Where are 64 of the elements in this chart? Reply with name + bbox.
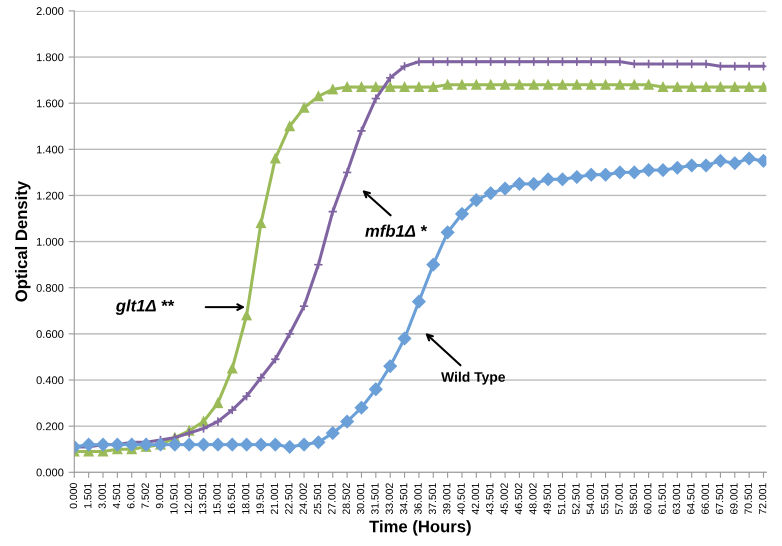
x-tick-label: 70.501 — [744, 483, 752, 514]
annotation: Wild Type — [441, 372, 506, 385]
x-tick-label: 21.001 — [270, 483, 278, 514]
x-axis-title: Time (Hours) — [369, 520, 471, 536]
x-tick-label: 25.501 — [314, 483, 322, 514]
x-tick-label: 22.501 — [285, 483, 292, 514]
x-tick-label: 67.501 — [716, 483, 724, 514]
x-tick-label: 13.501 — [198, 483, 206, 514]
y-tick-label: 0.200 — [36, 422, 64, 430]
x-tick-label: 19.501 — [256, 483, 264, 514]
x-tick-label: 46.502 — [514, 483, 522, 514]
x-tick-label: 37.501 — [428, 483, 436, 514]
y-tick-label: 1.400 — [36, 146, 64, 154]
x-tick-label: 61.501 — [658, 483, 666, 514]
x-tick-label: 31.501 — [371, 483, 379, 514]
x-tick-label: 43.501 — [486, 483, 494, 514]
x-tick-label: 69.001 — [730, 483, 738, 514]
y-tick-label: 0.000 — [36, 468, 64, 476]
y-tick-label: 2.000 — [36, 7, 64, 16]
x-tick-label: 18.001 — [242, 483, 250, 514]
x-tick-label: 51.001 — [558, 483, 566, 514]
x-tick-label: 58.501 — [630, 483, 638, 514]
x-tick-label: 40.501 — [457, 483, 465, 514]
x-tick-label: 57.001 — [615, 483, 623, 514]
x-tick-label: 34.501 — [400, 483, 408, 514]
x-tick-label: 63.001 — [672, 483, 680, 514]
x-tick-label: 6.001 — [127, 483, 135, 508]
y-tick-label: 1.800 — [36, 53, 64, 62]
x-tick-label: 52.501 — [572, 483, 580, 514]
x-tick-label: 30.001 — [356, 483, 364, 514]
x-tick-label: 33.002 — [386, 483, 393, 514]
y-axis-title: Optical Density — [14, 181, 31, 302]
x-tick-label: 64.501 — [687, 483, 695, 514]
y-tick-label: 0.400 — [36, 376, 64, 384]
x-tick-label: 60.001 — [644, 483, 652, 514]
x-tick-label: 12.001 — [184, 483, 192, 514]
x-tick-label: 10.501 — [170, 483, 178, 514]
x-tick-label: 16.501 — [228, 483, 236, 514]
y-tick-label: 1.200 — [36, 192, 64, 200]
x-tick-label: 42.001 — [472, 483, 480, 514]
x-tick-label: 54.001 — [586, 483, 594, 514]
x-tick-label: 28.502 — [342, 483, 350, 514]
annotation: glt1Δ ** — [116, 299, 174, 315]
x-tick-label: 72.001 — [758, 483, 766, 514]
x-tick-label: 48.002 — [529, 483, 537, 514]
y-tick-label: 0.600 — [36, 330, 64, 338]
y-tick-label: 0.800 — [36, 284, 64, 292]
x-tick-label: 55.501 — [600, 483, 608, 514]
x-tick-label: 45.002 — [500, 483, 508, 514]
x-tick-label: 15.001 — [213, 483, 221, 514]
x-tick-label: 39.001 — [443, 483, 450, 514]
annotation: mfb1Δ * — [365, 224, 428, 237]
x-tick-label: 1.501 — [84, 483, 92, 508]
y-tick-label: 1.000 — [36, 238, 64, 246]
x-tick-label: 36.001 — [414, 483, 422, 514]
x-tick-label: 66.001 — [701, 483, 709, 514]
x-tick-label: 49.501 — [544, 483, 551, 514]
x-tick-label: 27.001 — [328, 483, 336, 514]
x-tick-label: 4.501 — [112, 483, 120, 509]
x-tick-label: 3.001 — [98, 483, 106, 508]
x-tick-label: 7.502 — [142, 483, 149, 508]
y-tick-label: 1.600 — [36, 99, 64, 108]
x-tick-label: 24.002 — [299, 483, 307, 514]
x-tick-label: 9.001 — [156, 483, 164, 508]
